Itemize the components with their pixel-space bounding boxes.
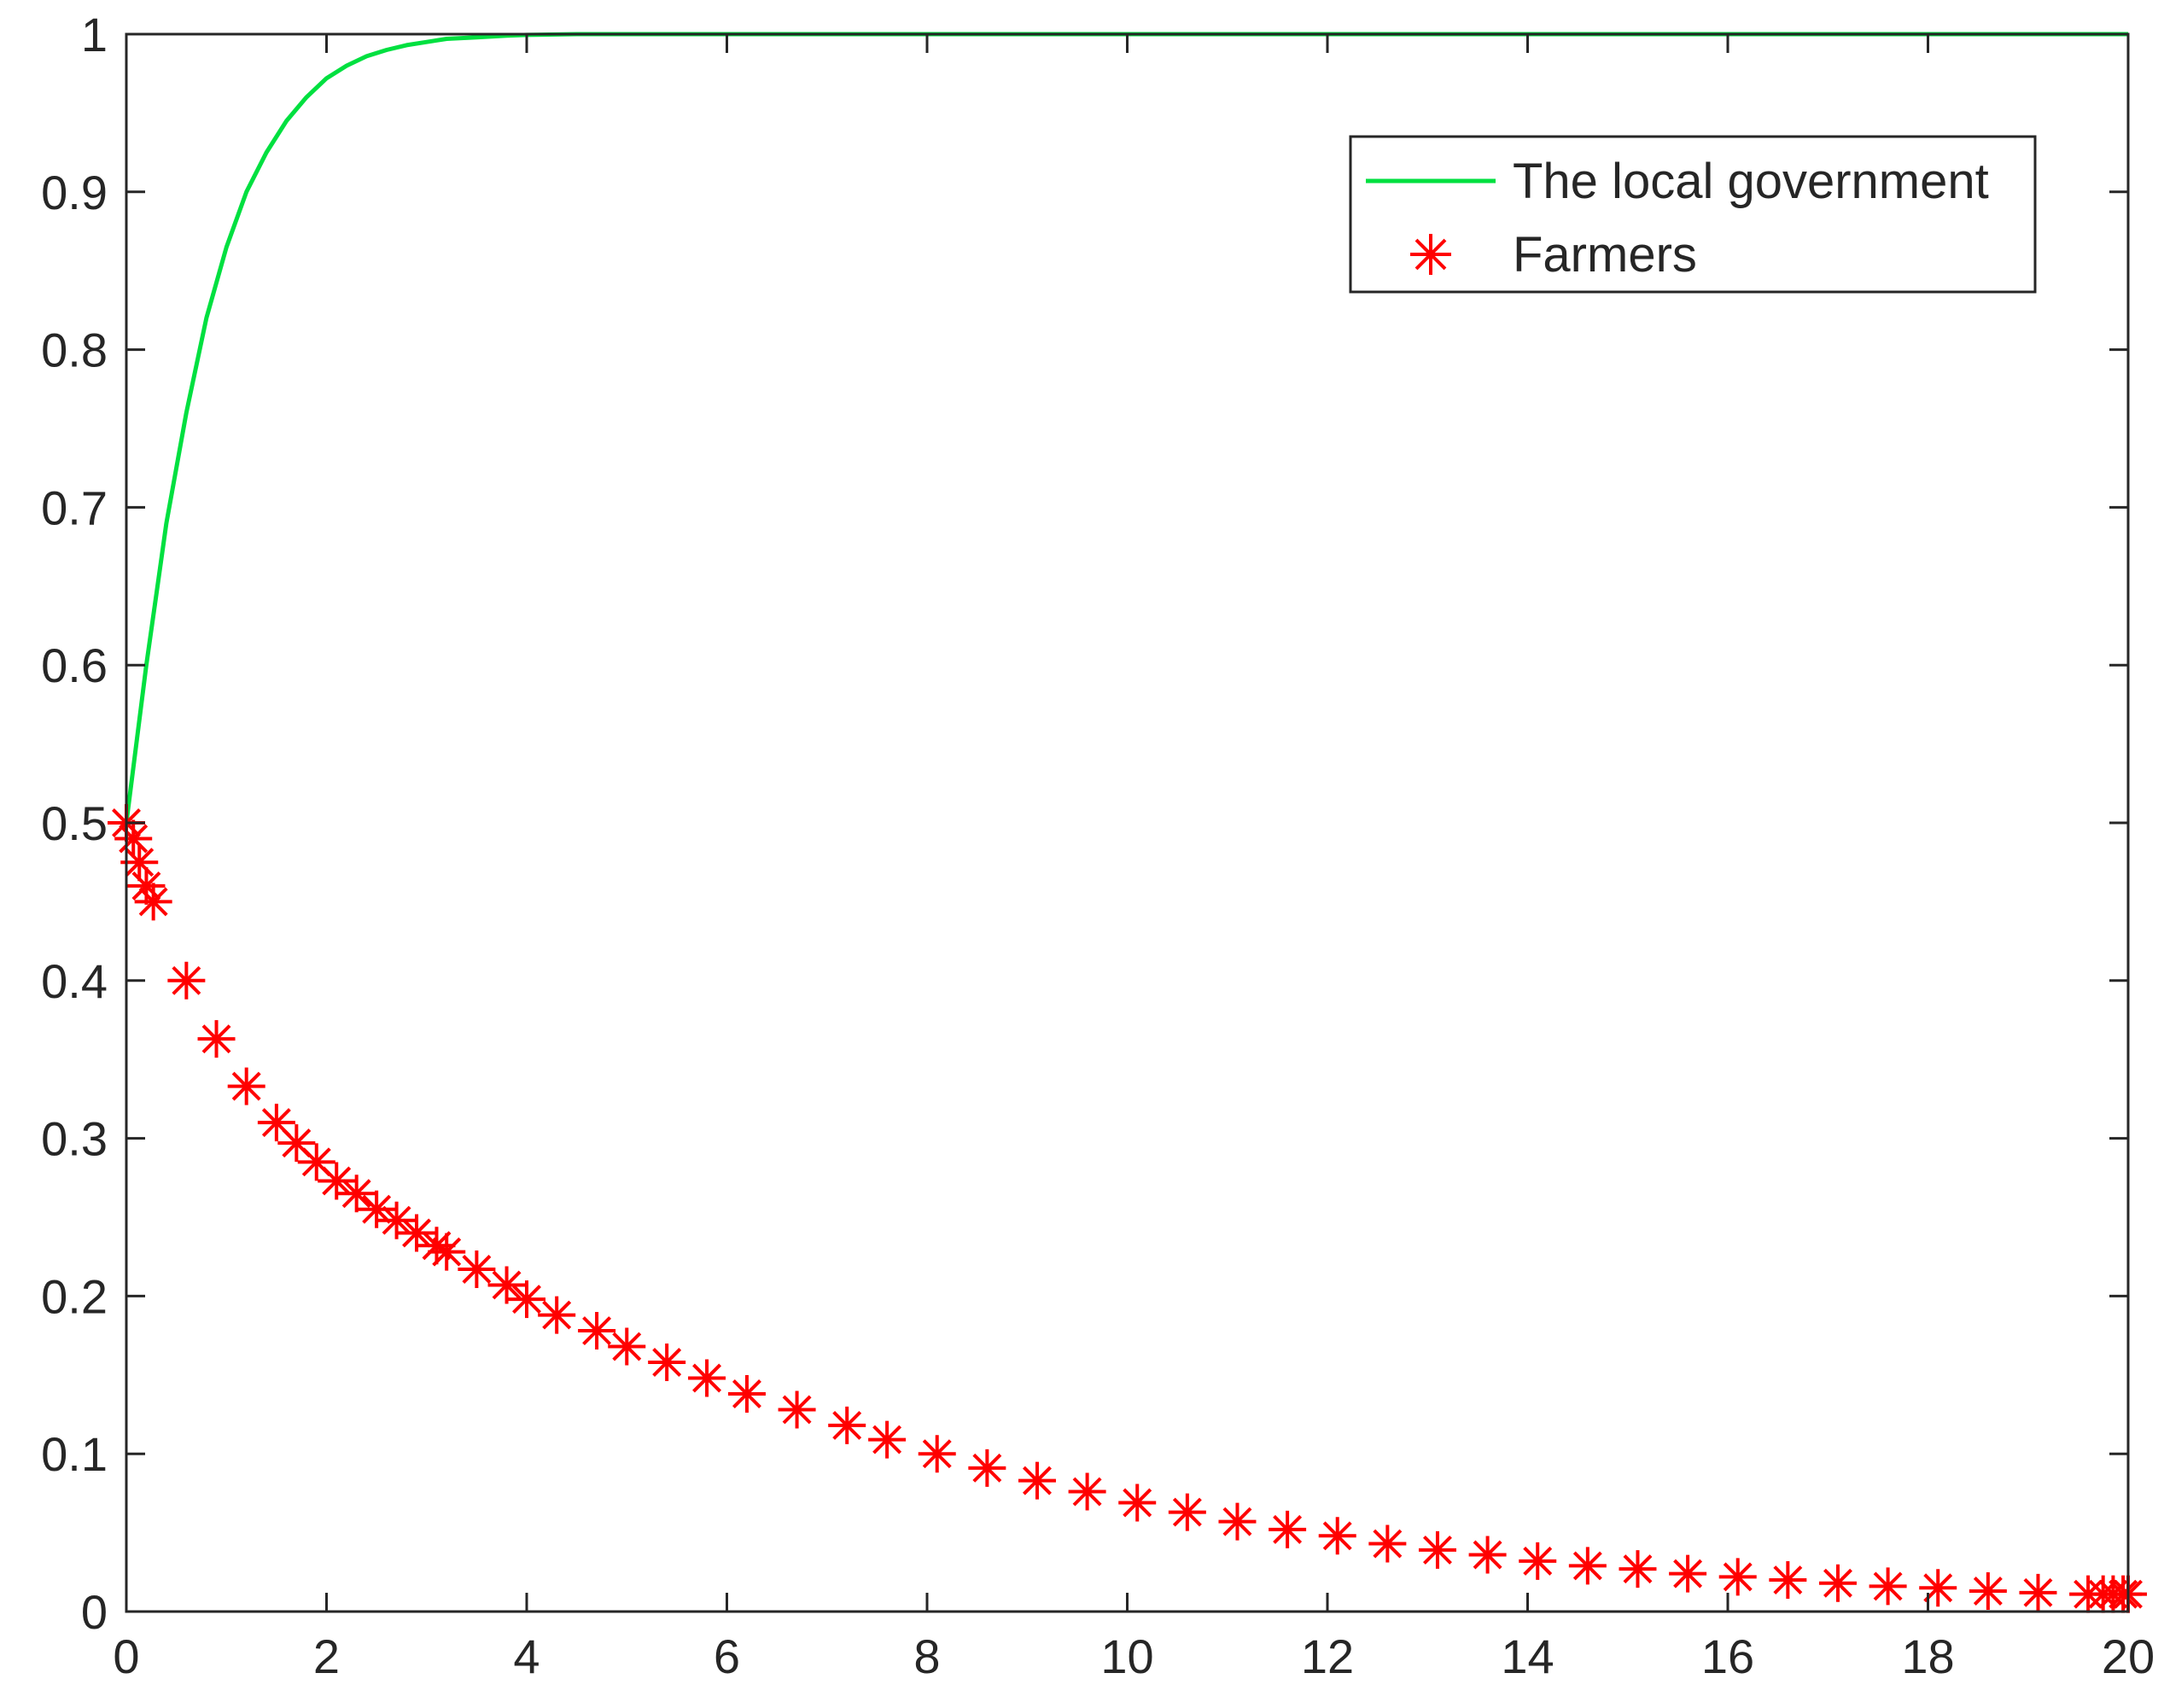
legend-box	[1349, 135, 2037, 294]
farmers-marker	[1168, 1493, 1206, 1531]
farmers-marker	[778, 1390, 816, 1429]
farmers-marker	[648, 1344, 686, 1382]
x-tick-label: 8	[913, 1629, 940, 1683]
farmers-marker	[197, 1020, 236, 1058]
legend-marker-swatch	[1410, 234, 1451, 275]
farmers-marker	[167, 961, 206, 1000]
legend-label-farmers: Farmers	[1513, 227, 1697, 283]
farmers-marker	[1068, 1472, 1106, 1511]
x-tick-label: 18	[1901, 1629, 1954, 1683]
farmers-marker	[1318, 1517, 1356, 1555]
y-tick-label: 1	[81, 8, 108, 61]
farmers-marker	[1218, 1502, 1257, 1541]
farmers-marker	[1468, 1536, 1507, 1574]
series-layer	[108, 32, 2147, 1613]
farmers-marker	[358, 1190, 396, 1228]
farmers-marker	[1619, 1550, 1657, 1588]
plot-area-background	[126, 34, 2128, 1612]
x-tick-label: 4	[513, 1629, 540, 1683]
farmers-marker	[458, 1250, 496, 1288]
farmers-marker	[968, 1449, 1006, 1487]
y-tick-label: 0.9	[41, 166, 108, 219]
y-tick-label: 0.1	[41, 1427, 108, 1481]
x-tick-label: 12	[1301, 1629, 1354, 1683]
y-tick-label: 0.5	[41, 796, 108, 850]
farmers-marker	[1718, 1558, 1757, 1596]
farmers-marker	[578, 1312, 616, 1350]
farmers-marker	[1669, 1554, 1707, 1593]
farmers-marker	[127, 866, 166, 905]
x-tick-label: 2	[313, 1629, 340, 1683]
y-tick-label: 0.8	[41, 324, 108, 377]
ticks-layer: 0 2 4 6 8 10 12 14 16 18 20 0 0.1 0.2 0.3 0.4 0.5 0.6 0.7 0…	[41, 8, 2155, 1683]
farmers-marker	[398, 1214, 436, 1252]
farmers-marker	[1018, 1461, 1056, 1500]
farmers-marker	[1769, 1561, 1807, 1600]
farmers-marker	[1368, 1524, 1407, 1563]
x-tick-label: 6	[714, 1629, 740, 1683]
farmers-marker	[508, 1280, 545, 1319]
y-tick-label: 0.6	[41, 638, 108, 692]
farmers-marker	[538, 1296, 576, 1334]
x-tick-label: 20	[2102, 1629, 2155, 1683]
farmers-marker	[337, 1175, 376, 1213]
farmers-marker	[868, 1420, 907, 1459]
farmers-marker	[608, 1327, 646, 1366]
farmers-marker	[428, 1233, 466, 1271]
farmers-marker	[1269, 1510, 1307, 1548]
y-tick-label: 0.2	[41, 1269, 108, 1323]
farmers-marker	[1418, 1530, 1456, 1569]
farmers-marker	[227, 1067, 265, 1105]
legend-asterisk	[1410, 234, 1451, 275]
farmers-marker	[828, 1406, 866, 1444]
farmers-marker	[1869, 1567, 1907, 1606]
legend: The local government Farmers	[1349, 135, 2037, 294]
x-tick-label: 10	[1100, 1629, 1153, 1683]
farmers-marker	[377, 1201, 416, 1239]
farmers-marker	[1118, 1484, 1157, 1522]
farmers-marker	[918, 1435, 956, 1473]
x-tick-label: 14	[1501, 1629, 1554, 1683]
y-tick-label: 0.7	[41, 481, 108, 534]
farmers-marker	[114, 819, 153, 858]
legend-label-government: The local government	[1513, 154, 1989, 209]
farmers-marker	[487, 1266, 526, 1304]
farmers-marker	[1919, 1569, 1957, 1607]
y-tick-label: 0	[81, 1585, 108, 1639]
farmers-marker	[688, 1359, 726, 1397]
farmers-marker	[134, 883, 172, 921]
farmers-marker	[417, 1227, 456, 1265]
farmers-marker	[1818, 1564, 1857, 1602]
farmers-marker	[727, 1374, 766, 1413]
x-tick-label: 16	[1701, 1629, 1754, 1683]
farmers-marker	[318, 1162, 356, 1200]
y-tick-label: 0.3	[41, 1112, 108, 1166]
farmers-marker	[2019, 1573, 2057, 1612]
farmers-marker	[1519, 1542, 1557, 1580]
farmers-marker	[1568, 1547, 1607, 1585]
y-tick-label: 0.4	[41, 954, 108, 1008]
x-tick-label: 0	[113, 1629, 139, 1683]
farmers-marker	[1969, 1571, 2007, 1610]
